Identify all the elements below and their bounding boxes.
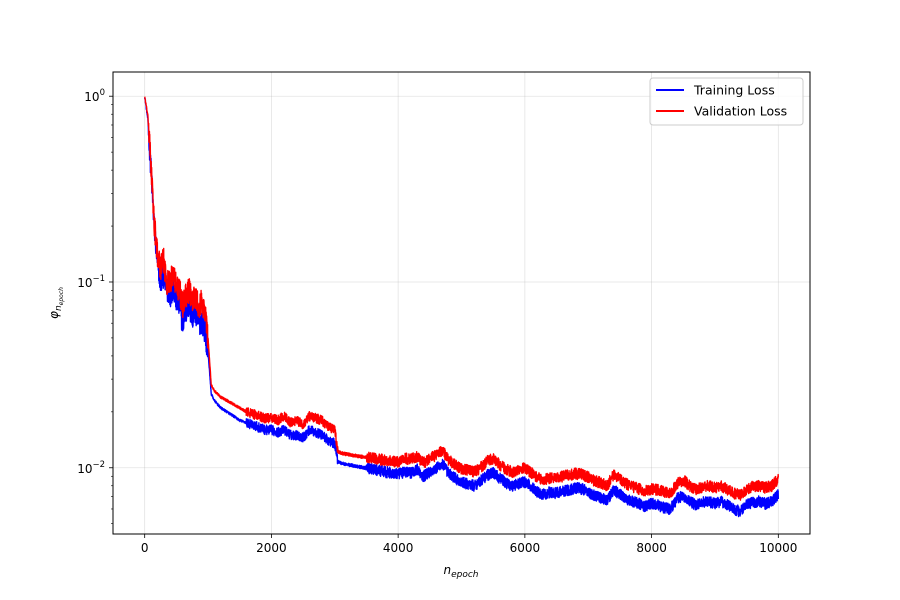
- y-tick-label-base: 10: [77, 276, 92, 290]
- legend-box: [649, 77, 804, 126]
- x-tick-label: 6000: [510, 541, 541, 555]
- x-tick-label: 0: [141, 541, 149, 555]
- y-tick-label-base: 10: [84, 90, 99, 104]
- x-tick-label: 2000: [256, 541, 287, 555]
- x-tick-label: 10000: [759, 541, 797, 555]
- y-tick-label-exponent: −1: [92, 274, 105, 284]
- x-axis-label-base: n: [443, 563, 451, 577]
- x-tick-label: 4000: [383, 541, 414, 555]
- y-tick-label-exponent: −2: [92, 460, 105, 470]
- y-tick-label: 10−2: [77, 460, 105, 476]
- series-line-validation-loss: [144, 96, 780, 501]
- legend: Training Loss Validation Loss: [649, 77, 804, 126]
- x-tick-label: 8000: [636, 541, 667, 555]
- y-axis-label-sub: n: [54, 305, 64, 311]
- plot-area-frame: [112, 71, 811, 535]
- y-axis-label-subsub: epoch: [58, 287, 65, 305]
- y-axis-label-base: φ: [47, 311, 61, 319]
- x-axis-label: nepoch: [443, 563, 478, 580]
- series-layer: [143, 96, 780, 518]
- series-line-training-loss: [143, 97, 780, 518]
- y-tick-label-base: 10: [77, 462, 92, 476]
- y-tick-label-exponent: 0: [100, 88, 105, 98]
- y-axis-label: φnepoch: [47, 287, 65, 319]
- x-axis-label-sub: epoch: [451, 570, 479, 580]
- legend-label-training-loss: Training Loss: [693, 83, 775, 98]
- legend-label-validation-loss: Validation Loss: [694, 104, 787, 119]
- y-tick-label: 100: [84, 88, 105, 104]
- y-tick-label: 10−1: [77, 274, 105, 290]
- plot-area-background: [113, 72, 810, 534]
